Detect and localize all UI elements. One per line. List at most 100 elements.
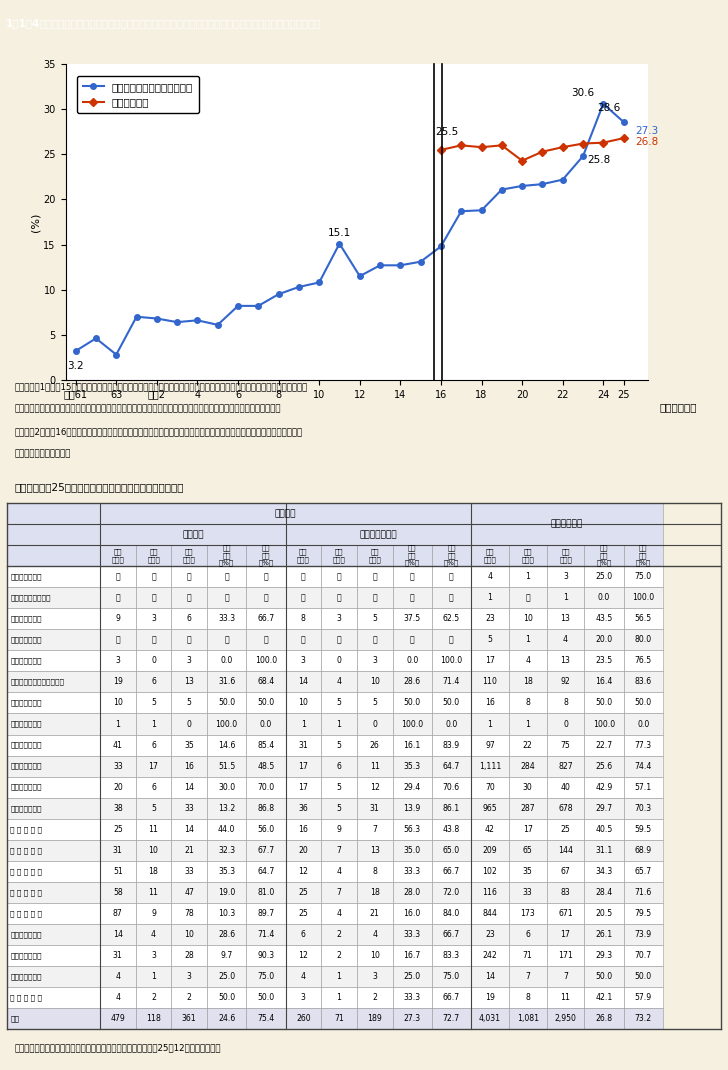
Text: 66.7: 66.7 xyxy=(443,930,460,939)
Text: －: － xyxy=(116,636,120,644)
Text: 479: 479 xyxy=(111,1014,125,1023)
FancyBboxPatch shape xyxy=(471,819,509,840)
Text: 25.0: 25.0 xyxy=(218,973,235,981)
FancyBboxPatch shape xyxy=(7,945,100,966)
FancyBboxPatch shape xyxy=(7,777,100,798)
FancyBboxPatch shape xyxy=(7,903,100,924)
FancyBboxPatch shape xyxy=(432,692,471,714)
Text: 67: 67 xyxy=(561,867,571,876)
FancyBboxPatch shape xyxy=(547,882,585,903)
FancyBboxPatch shape xyxy=(509,945,547,966)
Text: 20: 20 xyxy=(113,782,123,792)
FancyBboxPatch shape xyxy=(357,545,392,566)
FancyBboxPatch shape xyxy=(471,966,509,988)
FancyBboxPatch shape xyxy=(509,903,547,924)
Text: 76.5: 76.5 xyxy=(635,656,652,666)
Text: 23: 23 xyxy=(485,930,495,939)
Text: 16.4: 16.4 xyxy=(596,677,613,686)
FancyBboxPatch shape xyxy=(357,587,392,608)
Text: 4: 4 xyxy=(488,572,492,581)
Text: 総　　数: 総 数 xyxy=(182,530,204,539)
FancyBboxPatch shape xyxy=(624,819,663,840)
FancyBboxPatch shape xyxy=(285,629,321,651)
Text: 83.3: 83.3 xyxy=(443,951,460,960)
Text: 33: 33 xyxy=(113,762,123,770)
Text: －: － xyxy=(337,593,341,602)
FancyBboxPatch shape xyxy=(432,587,471,608)
Text: 209: 209 xyxy=(483,846,497,855)
FancyBboxPatch shape xyxy=(7,651,100,671)
Text: 50.0: 50.0 xyxy=(257,993,274,1003)
Text: 35.0: 35.0 xyxy=(403,846,421,855)
FancyBboxPatch shape xyxy=(547,587,585,608)
採用試験全体 xyxy=(538,146,547,158)
Text: 671: 671 xyxy=(558,910,573,918)
Text: 9: 9 xyxy=(151,910,156,918)
FancyBboxPatch shape xyxy=(624,692,663,714)
Text: 51: 51 xyxy=(113,867,123,876)
FancyBboxPatch shape xyxy=(547,777,585,798)
Text: 42.1: 42.1 xyxy=(596,993,613,1003)
Text: 43.8: 43.8 xyxy=(443,825,460,834)
FancyBboxPatch shape xyxy=(509,819,547,840)
FancyBboxPatch shape xyxy=(471,629,509,651)
総合職（Ｉ種）試験等事務系 xyxy=(376,259,384,272)
FancyBboxPatch shape xyxy=(392,629,432,651)
Text: 9: 9 xyxy=(116,614,120,623)
FancyBboxPatch shape xyxy=(100,651,135,671)
Text: 31: 31 xyxy=(370,804,379,813)
Text: 50.0: 50.0 xyxy=(443,699,460,707)
FancyBboxPatch shape xyxy=(7,503,100,566)
FancyBboxPatch shape xyxy=(471,924,509,945)
Text: 56.5: 56.5 xyxy=(635,614,652,623)
総合職（Ｉ種）試験等事務系 xyxy=(254,300,263,312)
Text: 12: 12 xyxy=(298,951,308,960)
FancyBboxPatch shape xyxy=(207,608,246,629)
Text: 14: 14 xyxy=(485,973,495,981)
Text: 27.3: 27.3 xyxy=(636,126,659,136)
Text: 18: 18 xyxy=(370,888,379,897)
FancyBboxPatch shape xyxy=(207,1008,246,1029)
FancyBboxPatch shape xyxy=(624,755,663,777)
Text: 66.7: 66.7 xyxy=(257,614,274,623)
Text: －: － xyxy=(264,593,268,602)
Text: 51.5: 51.5 xyxy=(218,762,235,770)
FancyBboxPatch shape xyxy=(585,1008,624,1029)
FancyBboxPatch shape xyxy=(509,692,547,714)
Text: 100.0: 100.0 xyxy=(440,656,462,666)
FancyBboxPatch shape xyxy=(509,755,547,777)
Text: 25.5: 25.5 xyxy=(435,126,459,137)
Text: －: － xyxy=(449,636,454,644)
Text: 73.2: 73.2 xyxy=(635,1014,652,1023)
FancyBboxPatch shape xyxy=(7,840,100,861)
Text: －: － xyxy=(449,572,454,581)
Text: 経 済 産 業 省: 経 済 産 業 省 xyxy=(10,889,42,896)
Text: －: － xyxy=(224,636,229,644)
FancyBboxPatch shape xyxy=(7,924,100,945)
Text: 37.5: 37.5 xyxy=(403,614,421,623)
Text: 38: 38 xyxy=(113,804,123,813)
Text: 5: 5 xyxy=(151,804,156,813)
FancyBboxPatch shape xyxy=(246,1008,285,1029)
Text: 6: 6 xyxy=(526,930,530,939)
総合職（Ｉ種）試験等事務系 xyxy=(213,319,222,332)
Text: 44.0: 44.0 xyxy=(218,825,235,834)
FancyBboxPatch shape xyxy=(585,798,624,819)
Text: 42: 42 xyxy=(485,825,495,834)
総合職（Ｉ種）試験等事務系 xyxy=(497,183,506,196)
総合職（Ｉ種）試験等事務系 xyxy=(538,178,547,190)
Text: 内　閣　官　房: 内 閣 官 房 xyxy=(10,574,41,580)
FancyBboxPatch shape xyxy=(285,861,321,882)
FancyBboxPatch shape xyxy=(392,671,432,692)
FancyBboxPatch shape xyxy=(392,755,432,777)
Text: （備考）内閣府「女性の政策・方針決定参画状況調べ」（平成25年12月）より作成。: （備考）内閣府「女性の政策・方針決定参画状況調べ」（平成25年12月）より作成。 xyxy=(15,1043,221,1052)
Text: 採用試験全体: 採用試験全体 xyxy=(551,519,583,529)
総合職（Ｉ種）試験等事務系 xyxy=(416,256,425,269)
Text: 14.6: 14.6 xyxy=(218,740,235,750)
Text: 宮　　内　　庁: 宮 内 庁 xyxy=(10,637,41,643)
Text: 77.3: 77.3 xyxy=(635,740,652,750)
Text: 8: 8 xyxy=(526,993,530,1003)
Text: 13.9: 13.9 xyxy=(403,804,421,813)
FancyBboxPatch shape xyxy=(207,692,246,714)
FancyBboxPatch shape xyxy=(7,629,100,651)
